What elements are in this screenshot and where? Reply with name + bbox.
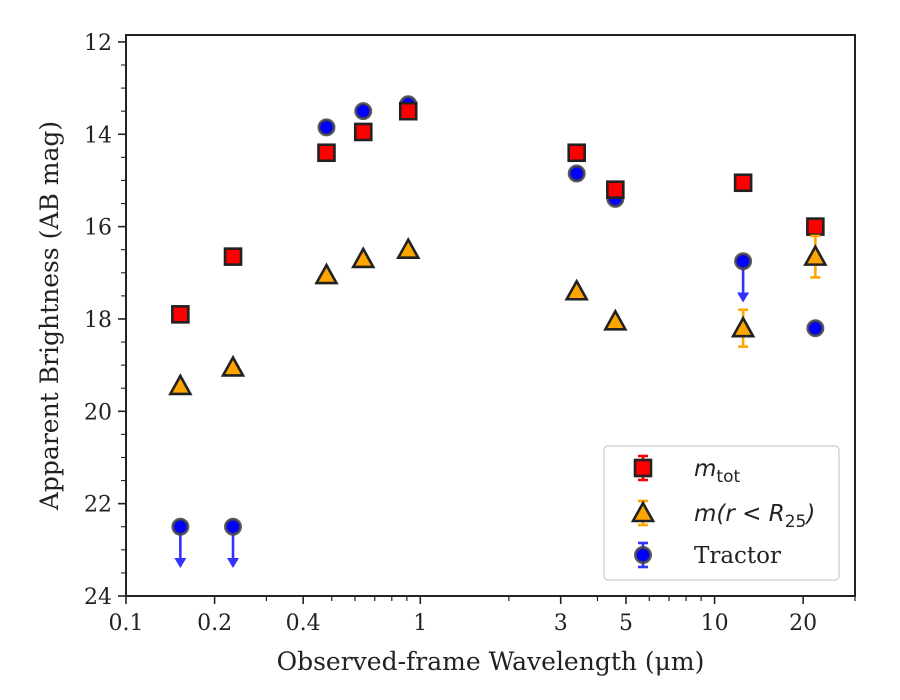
data-point <box>734 252 753 271</box>
data-point <box>803 243 828 266</box>
y-axis-label: Apparent Brightness (AB mag) <box>35 121 64 511</box>
data-point <box>314 262 339 285</box>
data-point <box>353 122 373 142</box>
data-point <box>564 278 589 301</box>
x-tick-label: 20 <box>789 611 817 636</box>
y-tick-label: 20 <box>84 400 112 425</box>
x-axis-label: Observed-frame Wavelength (μm) <box>277 647 705 676</box>
x-tick-label: 0.1 <box>109 611 144 636</box>
legend: mtot m(r < R25) Tractor <box>603 445 840 581</box>
x-tick-label: 10 <box>701 611 729 636</box>
axes: 0.1 0.2 0.4 1 3 5 10 20 12 14 16 18 20 22 24 <box>84 31 856 636</box>
x-tick-label: 1 <box>413 611 427 636</box>
y-tick-label: 24 <box>84 585 112 610</box>
y-tick-label: 16 <box>84 216 112 241</box>
upper-limit-arrowhead <box>227 557 240 568</box>
legend-label: m(r < R25) <box>694 501 815 532</box>
data-point <box>806 217 825 236</box>
series-mtot <box>171 101 825 324</box>
data-point <box>398 101 418 121</box>
data-point <box>806 319 825 338</box>
data-point <box>171 305 190 324</box>
legend-entry-tractor: Tractor <box>634 541 781 569</box>
legend-entry-mtot: mtot <box>633 454 740 487</box>
data-point <box>171 517 190 536</box>
data-point <box>220 354 246 377</box>
legend-entry-m-r-r25: m(r < R25) <box>630 499 815 532</box>
legend-label: Tractor <box>694 543 781 569</box>
series-m-r-r25 <box>168 234 828 396</box>
y-tick-label: 14 <box>84 123 112 148</box>
legend-label: mtot <box>694 456 740 487</box>
data-point <box>317 118 336 137</box>
data-point <box>733 173 753 193</box>
data-point <box>567 143 587 163</box>
x-tick-label: 3 <box>554 611 568 636</box>
legend-marker <box>634 546 652 564</box>
legend-marker <box>633 458 653 478</box>
legend-marker <box>630 500 656 523</box>
data-point <box>223 247 243 266</box>
x-tick-label: 0.2 <box>197 611 232 636</box>
x-tick-label: 5 <box>619 611 633 636</box>
data-point <box>317 143 336 163</box>
data-point <box>168 373 193 396</box>
data-point <box>354 102 373 121</box>
data-point <box>224 517 243 536</box>
y-tick-label: 22 <box>84 493 112 518</box>
data-point <box>351 246 376 269</box>
x-tick-label: 0.4 <box>286 611 321 636</box>
legend-box <box>603 445 840 581</box>
data-point <box>396 237 421 260</box>
y-tick-label: 12 <box>84 31 112 56</box>
upper-limit-arrowhead <box>174 557 187 568</box>
plot-frame <box>125 34 856 597</box>
data-point <box>567 164 586 183</box>
y-tick-label: 18 <box>84 308 112 333</box>
chart-marks <box>168 95 828 568</box>
upper-limit-arrowhead <box>737 292 750 303</box>
data-point <box>606 180 625 199</box>
data-point <box>730 315 756 338</box>
data-point <box>603 308 628 331</box>
